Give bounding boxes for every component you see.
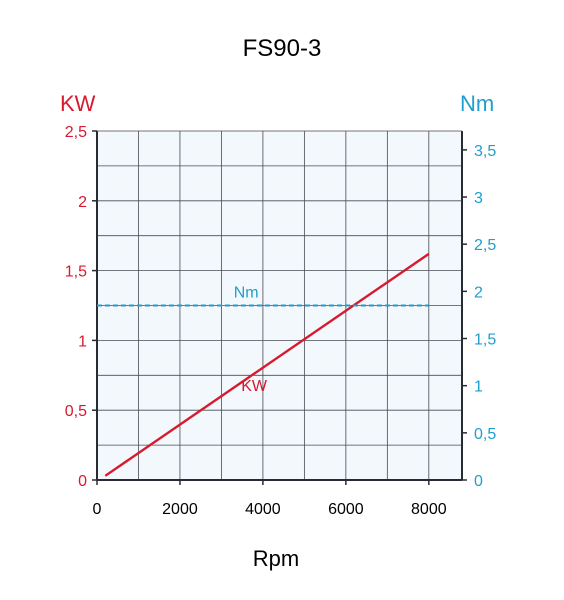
y-left-tick-label: 1: [78, 333, 87, 350]
chart-title: FS90-3: [243, 35, 322, 62]
y-right-tick-label: 1: [474, 379, 483, 396]
y-left-tick-label: 2: [78, 194, 87, 211]
ticks: 0 0,5 1 1,5 2 2,5 0 0,5 1 1,5 2 2,5 3 3,5 0 2000 4000 600…: [65, 124, 497, 518]
y-right-tick-label: 3,5: [474, 143, 496, 160]
series-label-nm: Nm: [234, 285, 259, 302]
grid: [97, 131, 462, 480]
y-axis-left-label: KW: [60, 91, 96, 116]
y-right-tick-label: 1,5: [474, 332, 496, 349]
y-left-tick-label: 0,5: [65, 403, 87, 420]
series-layer: KW Nm: [97, 252, 430, 477]
x-tick-label: 8000: [411, 501, 447, 518]
series-label-kw: KW: [241, 378, 268, 395]
y-right-tick-label: 0: [474, 473, 483, 490]
x-tick-label: 0: [93, 501, 102, 518]
y-right-tick-label: 2: [474, 284, 483, 301]
y-axis-right-label: Nm: [460, 91, 494, 116]
y-left-tick-label: 1,5: [65, 264, 87, 281]
series-line-kw: [104, 252, 430, 477]
y-right-tick-label: 2,5: [474, 237, 496, 254]
y-left-tick-label: 0: [78, 473, 87, 490]
x-axis-label: Rpm: [253, 546, 299, 571]
x-tick-label: 6000: [328, 501, 364, 518]
y-right-tick-label: 0,5: [474, 426, 496, 443]
y-left-tick-label: 2,5: [65, 124, 87, 141]
y-right-tick-label: 3: [474, 190, 483, 207]
x-tick-label: 4000: [245, 501, 281, 518]
x-tick-label: 2000: [162, 501, 198, 518]
